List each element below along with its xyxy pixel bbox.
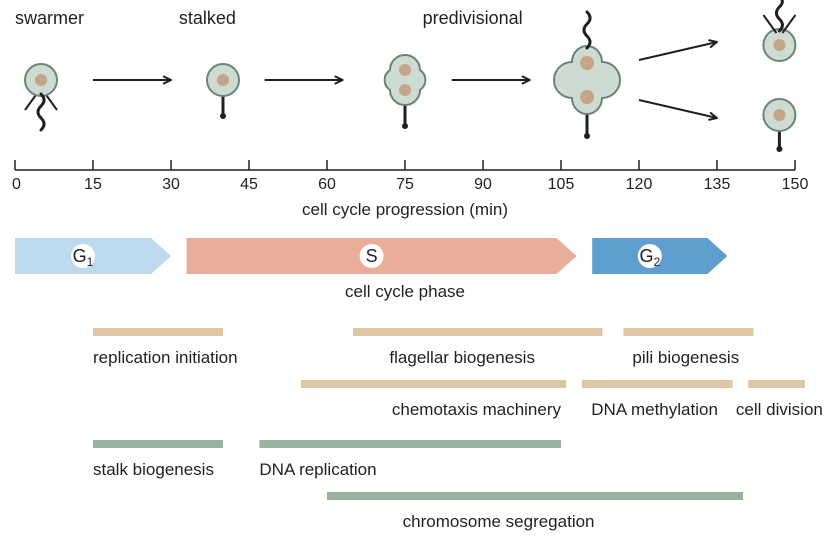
axis-tick-label: 60 <box>318 176 336 194</box>
track-label: flagellar biogenesis <box>389 348 535 368</box>
track-bar <box>623 328 753 336</box>
stage-label: predivisional <box>423 8 523 29</box>
axis-tick-label: 15 <box>84 176 102 194</box>
axis-tick-label: 0 <box>12 176 21 194</box>
track-bar <box>582 380 733 388</box>
track-bar <box>93 328 223 336</box>
cell-swarmer <box>25 64 57 130</box>
stage-label: stalked <box>179 8 236 29</box>
track-label: DNA replication <box>259 460 376 480</box>
progression-arrow <box>639 100 717 118</box>
track-label: pili biogenesis <box>632 348 739 368</box>
axis-tick-label: 30 <box>162 176 180 194</box>
stage-label: swarmer <box>15 8 84 29</box>
axis-tick-label: 45 <box>240 176 258 194</box>
axis-tick-label: 75 <box>396 176 414 194</box>
cell-predivisional_late <box>554 12 620 139</box>
phase-label: S <box>366 246 378 266</box>
track-label: DNA methylation <box>591 400 718 420</box>
axis-label: cell cycle progression (min) <box>302 200 508 220</box>
axis-tick-label: 120 <box>626 176 653 194</box>
track-label: chemotaxis machinery <box>392 400 561 420</box>
axis-tick-label: 90 <box>474 176 492 194</box>
axis-tick-label: 135 <box>704 176 731 194</box>
track-label: stalk biogenesis <box>93 460 214 480</box>
phase-row-label: cell cycle phase <box>345 282 465 302</box>
cell-daughter_swarmer <box>763 0 795 61</box>
progression-arrow <box>639 42 717 60</box>
cell-predivisional_early <box>385 55 426 129</box>
track-bar <box>353 328 603 336</box>
track-bar <box>301 380 566 388</box>
track-label: cell division <box>736 400 823 420</box>
track-bar <box>748 380 805 388</box>
axis-tick-label: 150 <box>782 176 809 194</box>
track-bar <box>93 440 223 448</box>
track-label: replication initiation <box>93 348 238 368</box>
track-bar <box>259 440 561 448</box>
track-label: chromosome segregation <box>403 512 595 532</box>
cell-stalked <box>207 64 239 119</box>
cell-daughter_stalked <box>763 99 795 152</box>
axis-tick-label: 105 <box>548 176 575 194</box>
track-bar <box>327 492 743 500</box>
